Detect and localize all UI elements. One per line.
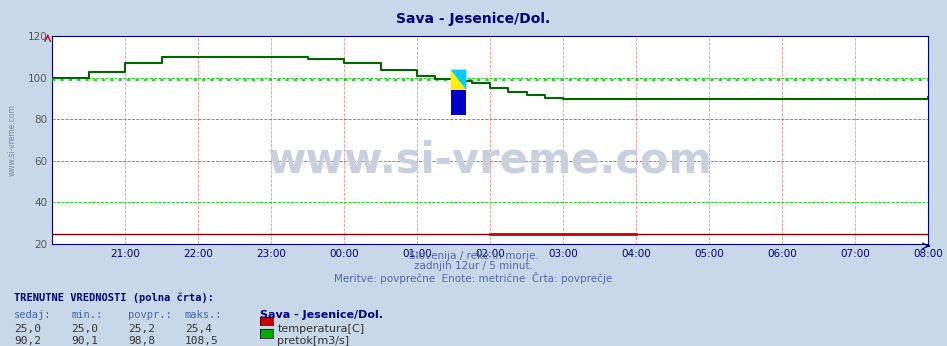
Text: Slovenija / reke in morje.: Slovenija / reke in morje.	[408, 251, 539, 261]
Text: min.:: min.:	[71, 310, 102, 320]
Text: Sava - Jesenice/Dol.: Sava - Jesenice/Dol.	[397, 12, 550, 26]
Text: pretok[m3/s]: pretok[m3/s]	[277, 336, 349, 346]
Text: zadnjih 12ur / 5 minut.: zadnjih 12ur / 5 minut.	[414, 261, 533, 271]
Text: 108,5: 108,5	[185, 336, 219, 346]
Text: Sava - Jesenice/Dol.: Sava - Jesenice/Dol.	[260, 310, 384, 320]
Text: 25,4: 25,4	[185, 324, 212, 334]
Text: 25,2: 25,2	[128, 324, 155, 334]
Text: sedaj:: sedaj:	[14, 310, 52, 320]
Text: temperatura[C]: temperatura[C]	[277, 324, 365, 334]
Text: TRENUTNE VREDNOSTI (polna črta):: TRENUTNE VREDNOSTI (polna črta):	[14, 292, 214, 303]
Text: maks.:: maks.:	[185, 310, 223, 320]
Text: 25,0: 25,0	[14, 324, 42, 334]
Polygon shape	[451, 70, 467, 90]
Text: povpr.:: povpr.:	[128, 310, 171, 320]
Text: 90,1: 90,1	[71, 336, 98, 346]
Polygon shape	[451, 70, 467, 90]
Text: www.si-vreme.com: www.si-vreme.com	[268, 140, 712, 182]
Text: www.si-vreme.com: www.si-vreme.com	[9, 104, 17, 176]
Text: 98,8: 98,8	[128, 336, 155, 346]
Text: 25,0: 25,0	[71, 324, 98, 334]
Text: Meritve: povprečne  Enote: metrične  Črta: povprečje: Meritve: povprečne Enote: metrične Črta:…	[334, 272, 613, 284]
Polygon shape	[451, 90, 467, 115]
Text: 90,2: 90,2	[14, 336, 42, 346]
